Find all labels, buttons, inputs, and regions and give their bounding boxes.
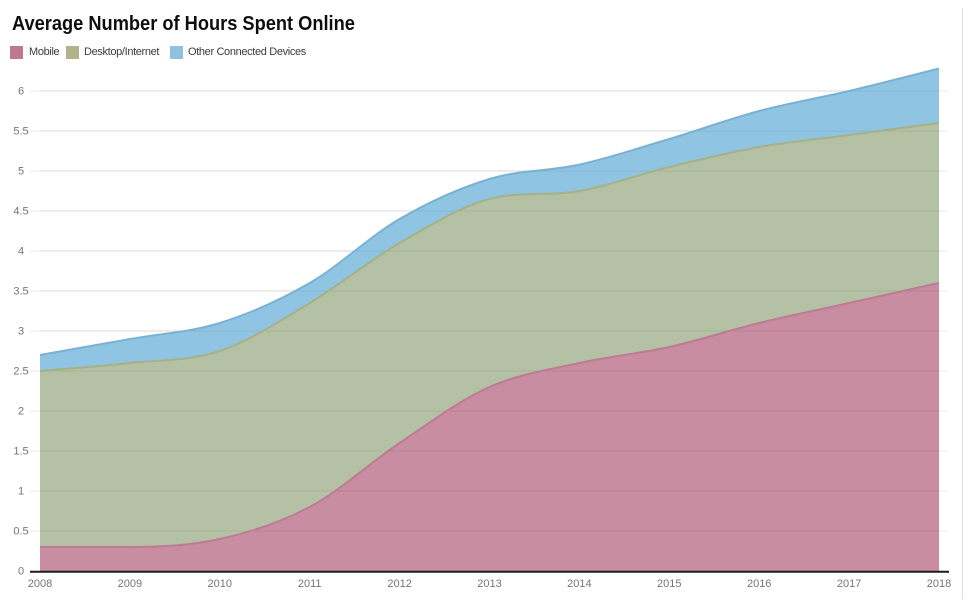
svg-text:2013: 2013	[477, 578, 501, 590]
svg-text:2017: 2017	[837, 578, 861, 590]
svg-text:1.5: 1.5	[13, 446, 28, 458]
svg-text:2010: 2010	[208, 578, 232, 590]
svg-text:4.5: 4.5	[13, 206, 28, 218]
svg-text:2011: 2011	[298, 578, 322, 590]
svg-text:6: 6	[18, 86, 24, 98]
svg-text:5.5: 5.5	[13, 126, 28, 138]
svg-text:2008: 2008	[28, 578, 52, 590]
svg-text:0: 0	[18, 566, 24, 578]
svg-text:2012: 2012	[387, 578, 411, 590]
svg-text:1: 1	[18, 486, 24, 498]
svg-text:4: 4	[18, 246, 24, 258]
svg-text:3.5: 3.5	[13, 286, 28, 298]
svg-text:2016: 2016	[747, 578, 771, 590]
svg-text:0.5: 0.5	[13, 526, 28, 538]
svg-text:2015: 2015	[657, 578, 681, 590]
svg-text:5: 5	[18, 166, 24, 178]
svg-text:3: 3	[18, 326, 24, 338]
svg-text:2.5: 2.5	[13, 366, 28, 378]
svg-text:2: 2	[18, 406, 24, 418]
svg-text:2009: 2009	[118, 578, 142, 590]
svg-text:2018: 2018	[927, 578, 951, 590]
svg-text:2014: 2014	[567, 578, 591, 590]
